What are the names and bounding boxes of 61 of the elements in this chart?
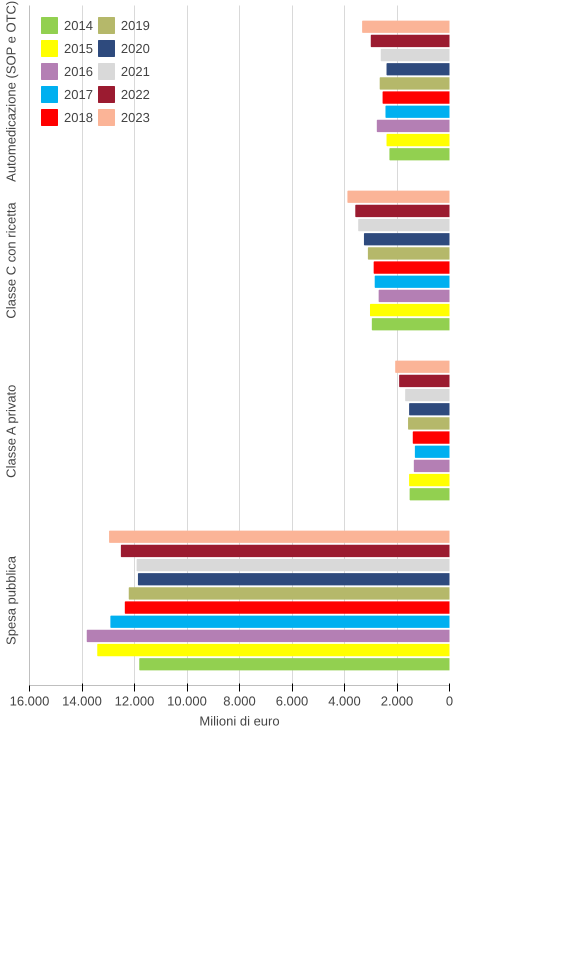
bar	[372, 318, 450, 330]
legend-label: 2021	[120, 64, 150, 78]
bar	[380, 77, 450, 90]
bar	[374, 261, 450, 274]
bar	[120, 544, 450, 558]
bar	[378, 290, 450, 302]
bar	[389, 148, 450, 160]
x-tick-label: 0	[446, 694, 454, 708]
x-axis-title: Milioni di euro	[199, 714, 280, 728]
x-tick-label: 14.000	[62, 694, 102, 708]
bar	[409, 403, 450, 416]
legend-label: 2019	[120, 18, 150, 32]
x-tick-label: 6.000	[276, 694, 308, 708]
bar	[138, 573, 450, 586]
bar	[347, 190, 450, 203]
bar	[412, 431, 450, 444]
bar	[405, 388, 450, 402]
bar	[86, 630, 450, 642]
legend-label: 2018	[64, 110, 93, 124]
legend-label: 2020	[120, 40, 150, 56]
x-tick-label: 12.000	[114, 694, 154, 708]
x-tick-label: 10.000	[167, 694, 207, 708]
bar	[386, 63, 450, 76]
bar	[409, 474, 450, 486]
y-tick-label: Automedicazione (SOP e OTC)	[4, 0, 18, 182]
legend-label: 2016	[64, 64, 93, 78]
bar	[139, 658, 450, 670]
bar	[362, 20, 450, 33]
bar	[374, 276, 450, 288]
y-tick-label: Classe C con ricetta	[4, 202, 18, 319]
x-tick-label: 8.000	[223, 694, 256, 708]
bar	[128, 587, 450, 600]
bar	[370, 34, 450, 48]
bar	[414, 460, 450, 472]
legend-label: 2017	[64, 86, 93, 102]
bar	[110, 616, 450, 628]
bar	[370, 304, 450, 316]
bar	[395, 360, 450, 373]
y-tick-label: Classe A privato	[4, 384, 18, 478]
legend-label: 2022	[120, 86, 150, 102]
legend-label: 2015	[64, 40, 93, 56]
bar	[399, 374, 450, 388]
x-tick-label: 16.000	[10, 694, 50, 708]
bar	[385, 106, 450, 118]
bar	[124, 601, 450, 614]
legend-label: 2023	[120, 110, 150, 124]
bar	[355, 204, 450, 218]
x-tick-label: 2.000	[380, 694, 414, 708]
bar	[376, 120, 450, 132]
legend-label: 2014	[64, 18, 93, 32]
bar	[109, 530, 450, 543]
bar	[408, 417, 450, 430]
bar	[364, 233, 450, 246]
bar	[414, 446, 450, 458]
bar	[382, 91, 450, 104]
bar	[97, 644, 450, 656]
bar	[410, 488, 450, 500]
bar	[386, 134, 450, 146]
x-tick-label: 4.000	[328, 694, 361, 708]
y-tick-label: Spesa pubblica	[4, 555, 18, 645]
bar	[368, 247, 450, 260]
